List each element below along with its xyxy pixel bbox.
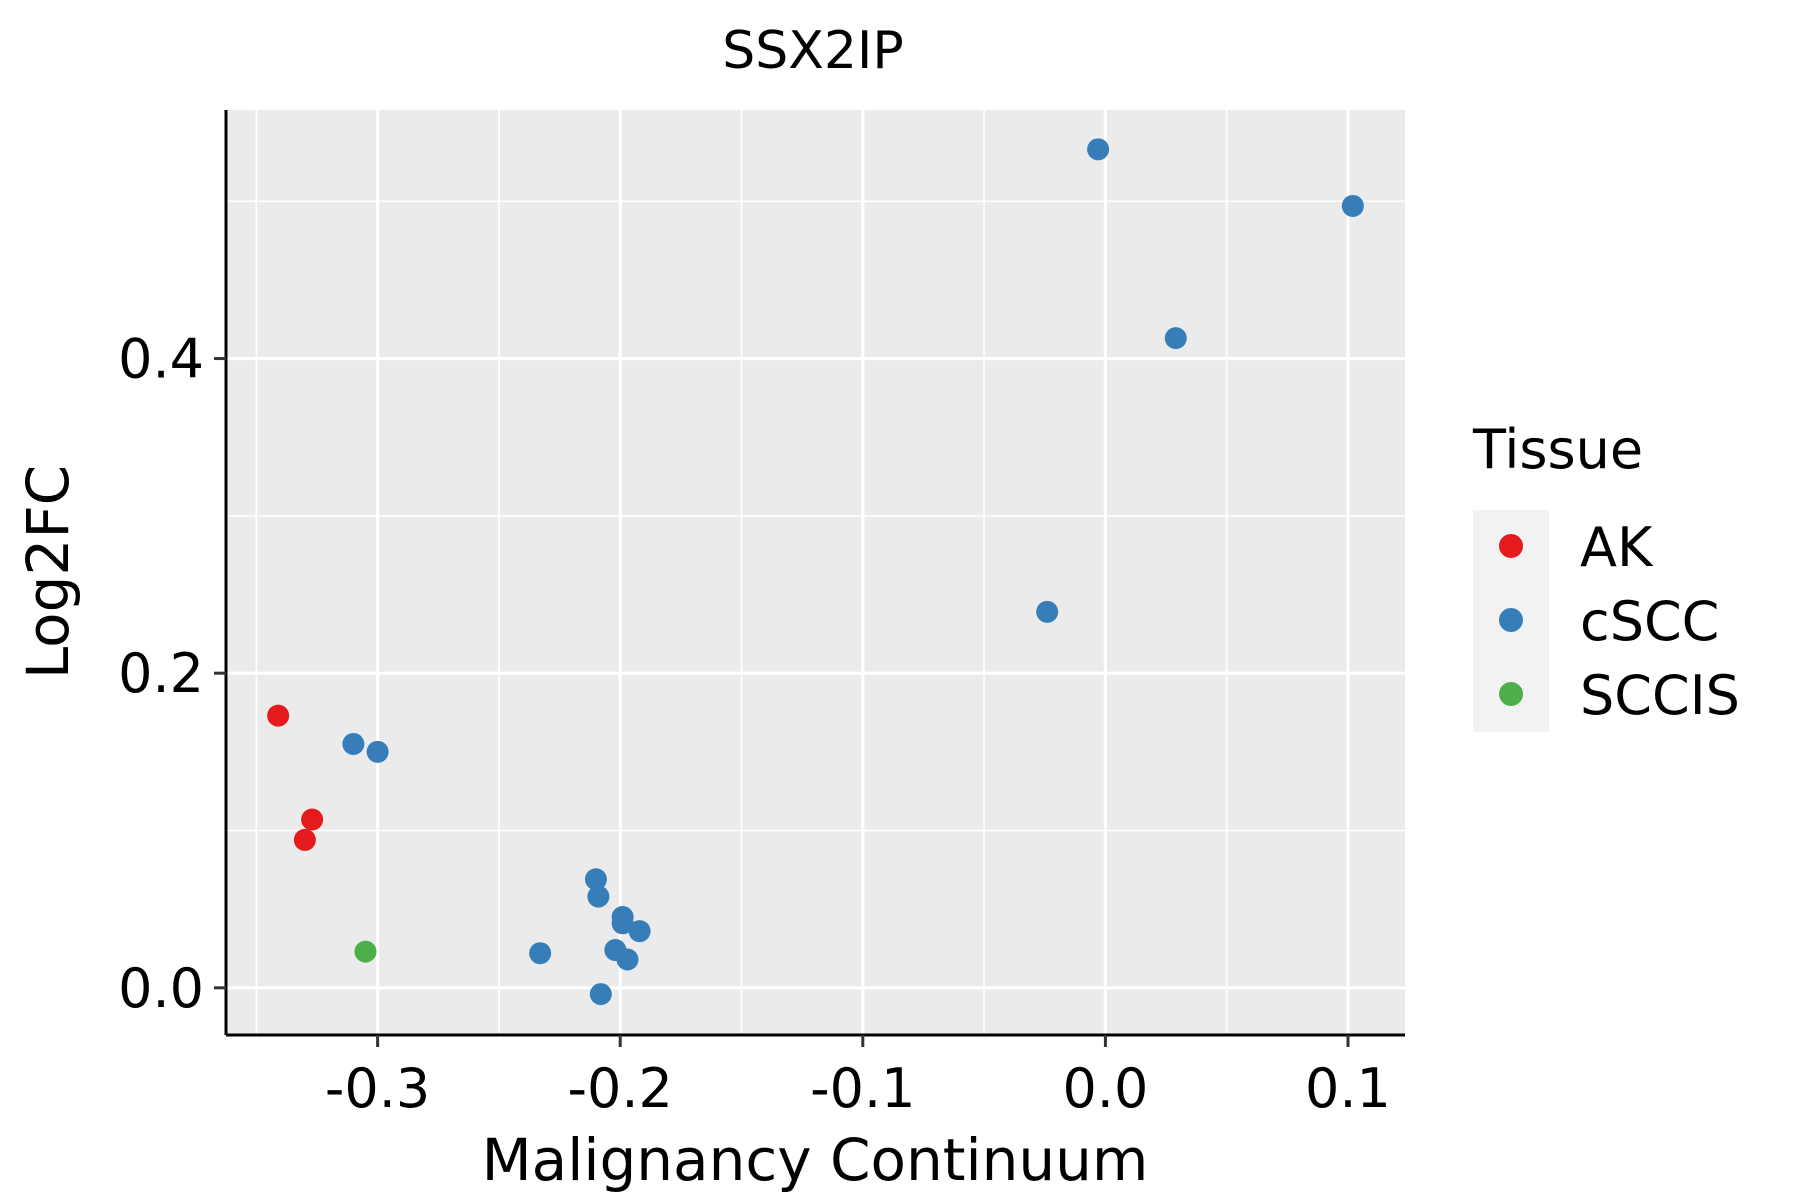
data-point-cscc	[589, 983, 612, 1006]
y-axis-ticks: 0.0 0.2 0.4	[118, 328, 226, 1020]
y-tick-label: 0.0	[118, 957, 204, 1020]
legend-label-ak: AK	[1580, 516, 1654, 579]
data-point-cscc	[616, 948, 639, 971]
legend-entries: AK cSCC SCCIS	[1499, 516, 1740, 727]
legend-label-sccis: SCCIS	[1580, 664, 1740, 727]
data-point-cscc	[584, 868, 607, 891]
x-tick-label: -0.1	[810, 1057, 915, 1120]
x-tick-label: 0.1	[1305, 1057, 1391, 1120]
data-point-ak	[293, 828, 316, 851]
legend-key-cscc	[1499, 608, 1523, 632]
x-tick-label: 0.0	[1062, 1057, 1148, 1120]
y-tick-label: 0.2	[118, 642, 204, 705]
legend-key-ak	[1499, 534, 1523, 558]
data-point-ak	[267, 704, 290, 727]
legend-label-cscc: cSCC	[1580, 590, 1719, 653]
y-axis-title: Log2FC	[14, 465, 82, 679]
y-tick-label: 0.4	[118, 328, 204, 391]
data-point-cscc	[628, 920, 651, 943]
data-point-sccis	[354, 940, 377, 963]
legend-title: Tissue	[1472, 418, 1643, 481]
legend: Tissue AK cSCC SCCIS	[1472, 418, 1740, 732]
data-point-cscc	[1036, 600, 1059, 623]
data-point-ak	[301, 808, 324, 831]
data-point-cscc	[529, 942, 552, 965]
data-point-cscc	[366, 740, 389, 763]
data-point-cscc	[1087, 138, 1110, 161]
x-tick-label: -0.2	[568, 1057, 673, 1120]
grid-lines	[226, 110, 1405, 1035]
data-point-cscc	[1164, 327, 1187, 350]
data-point-cscc	[342, 732, 365, 755]
x-axis-ticks: -0.3 -0.2 -0.1 0.0 0.1	[325, 1035, 1391, 1120]
data-point-cscc	[1341, 194, 1364, 217]
chart-title: SSX2IP	[722, 21, 903, 81]
data-point-cscc	[587, 885, 610, 908]
x-axis-title: Malignancy Continuum	[482, 1126, 1149, 1194]
x-tick-label: -0.3	[325, 1057, 430, 1120]
data-point-cscc	[611, 912, 634, 935]
data-points	[267, 138, 1364, 1006]
legend-key-sccis	[1499, 682, 1523, 706]
plot-panel	[226, 110, 1405, 1035]
